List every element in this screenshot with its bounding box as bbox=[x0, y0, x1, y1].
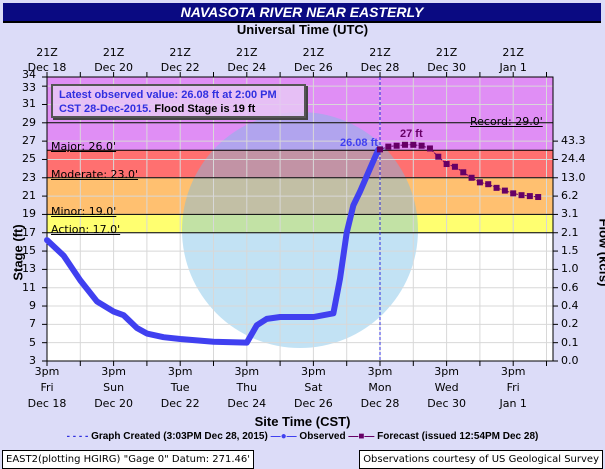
flow-tick: 13.0 bbox=[561, 170, 586, 184]
stage-tick: 29 bbox=[22, 115, 36, 129]
flow-tick: 6.2 bbox=[561, 189, 579, 203]
legend-observed: Observed bbox=[299, 431, 346, 442]
stage-axis-label: Stage (ft) bbox=[10, 224, 26, 281]
stage-tick: 3 bbox=[29, 354, 36, 367]
stage-tick: 34 bbox=[22, 68, 36, 81]
graph-created-icon: - - - - bbox=[66, 431, 89, 442]
latest-observed-box: Latest observed value: 26.08 ft at 2:00 … bbox=[51, 84, 306, 118]
info-flood-stage: Flood Stage is 19 ft bbox=[154, 103, 256, 115]
legend-graph-created: Graph Created (3:03PM Dec 28, 2015) bbox=[91, 431, 268, 442]
flow-tick: 0.1 bbox=[561, 335, 579, 349]
flow-tick: 2.1 bbox=[561, 225, 579, 239]
utc-tick-label: 21Z Jan 1 bbox=[499, 46, 527, 74]
utc-tick-label: 21Z Dec 28 bbox=[360, 46, 400, 74]
cst-tick-label: 3pm Fri Jan 1 bbox=[499, 365, 527, 410]
stage-tick: 11 bbox=[22, 280, 36, 294]
utc-tick-label: 21Z Dec 24 bbox=[227, 46, 267, 74]
stage-tick: 23 bbox=[22, 170, 36, 184]
flow-tick: 0.4 bbox=[561, 299, 579, 313]
info-line2-date: CST 28-Dec-2015. bbox=[59, 103, 152, 115]
minor-label: Minor: 19.0' bbox=[51, 205, 117, 218]
major-label: Major: 26.0' bbox=[51, 140, 117, 153]
legend: - - - - Graph Created (3:03PM Dec 28, 20… bbox=[0, 431, 605, 442]
forecast-marker-icon: —■— bbox=[348, 431, 375, 442]
utc-tick-label: 21Z Dec 26 bbox=[294, 46, 333, 74]
cst-tick-label: 3pm Fri Dec 18 bbox=[27, 365, 67, 410]
cst-tick-label: 3pm Wed Dec 30 bbox=[427, 365, 466, 410]
flow-tick: 43.3 bbox=[561, 134, 586, 148]
stage-tick: 33 bbox=[22, 81, 36, 95]
utc-tick-label: 21Z Dec 22 bbox=[160, 46, 200, 74]
record-label: Record: 29.0' bbox=[470, 115, 543, 128]
stage-tick: 31 bbox=[22, 97, 36, 111]
info-line1: Latest observed value: 26.08 ft at 2:00 … bbox=[59, 89, 277, 101]
utc-tick-label: 21Z Dec 18 bbox=[27, 46, 67, 74]
observed-marker-icon: —●— bbox=[270, 431, 297, 442]
stage-tick: 9 bbox=[29, 299, 36, 313]
utc-tick-label: 21Z Dec 20 bbox=[94, 46, 133, 74]
cst-tick-label: 3pm Tue Dec 22 bbox=[160, 365, 200, 410]
action-label: Action: 17.0' bbox=[51, 223, 121, 236]
utc-tick-label: 21Z Dec 30 bbox=[427, 46, 466, 74]
cst-tick-label: 3pm Thu Dec 24 bbox=[227, 365, 267, 410]
svg-text:27 ft: 27 ft bbox=[400, 128, 423, 140]
flow-tick: 3.1 bbox=[561, 207, 579, 221]
cst-tick-label: 3pm Sat Dec 26 bbox=[294, 365, 333, 410]
legend-forecast: Forecast (issued 12:54PM Dec 28) bbox=[377, 431, 539, 442]
stage-tick: 17 bbox=[22, 225, 36, 239]
chart-title: NAVASOTA RIVER NEAR EASTERLY bbox=[3, 3, 601, 23]
flow-tick: 0.2 bbox=[561, 317, 579, 331]
datum-info: EAST2(plotting HGIRG) "Gage 0" Datum: 27… bbox=[2, 450, 255, 469]
flow-axis-label: Flow (kcfs) bbox=[596, 218, 605, 287]
stage-tick: 15 bbox=[22, 244, 36, 258]
stage-tick: 13 bbox=[22, 262, 36, 276]
stage-tick: 25 bbox=[22, 152, 36, 166]
stage-tick: 7 bbox=[29, 317, 36, 331]
cst-tick-label: 3pm Sun Dec 20 bbox=[94, 365, 133, 410]
utc-axis-title: Universal Time (UTC) bbox=[236, 22, 369, 37]
svg-text:26.08 ft: 26.08 ft bbox=[340, 137, 378, 149]
flow-tick: 24.4 bbox=[561, 152, 586, 166]
stage-tick: 27 bbox=[22, 134, 36, 148]
moderate-label: Moderate: 23.0' bbox=[51, 168, 139, 181]
stage-tick: 19 bbox=[22, 207, 36, 221]
stage-tick: 21 bbox=[22, 189, 36, 203]
flow-tick: 0.0 bbox=[561, 354, 579, 367]
flow-tick: 0.6 bbox=[561, 280, 579, 294]
site-time-label: Site Time (CST) bbox=[254, 414, 351, 429]
cst-tick-label: 3pm Mon Dec 28 bbox=[360, 365, 400, 410]
flow-tick: 1.0 bbox=[561, 262, 579, 276]
flow-tick: 1.5 bbox=[561, 244, 579, 258]
stage-tick: 5 bbox=[29, 335, 36, 349]
observations-credit: Observations courtesy of US Geological S… bbox=[359, 450, 603, 469]
